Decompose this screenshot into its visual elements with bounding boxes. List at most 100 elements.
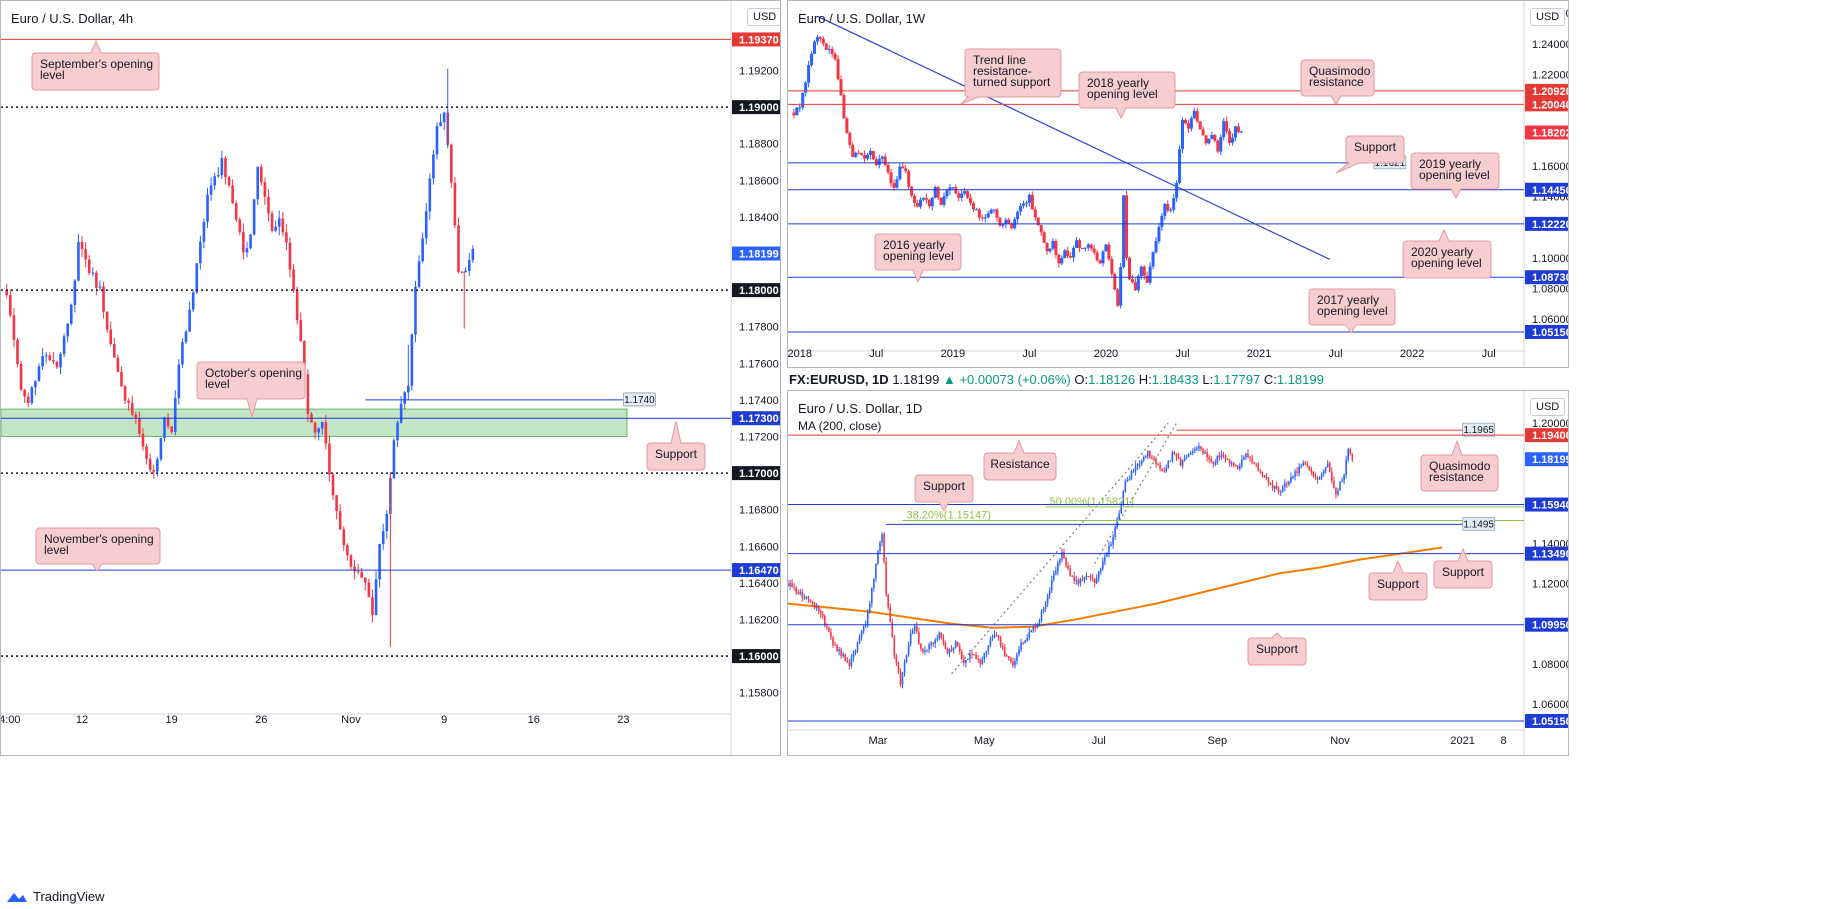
candle-body	[55, 361, 59, 368]
currency-button[interactable]: USD	[747, 8, 780, 26]
callout-box	[1420, 439, 1499, 492]
candle-body	[1073, 576, 1076, 581]
candle-body	[1267, 477, 1270, 483]
candle-body	[954, 641, 957, 648]
chart-panel-4h[interactable]: 1.19200 1.18800 1.18600 1.18400 1.17800 1.176…	[0, 0, 781, 756]
candle-body	[798, 107, 802, 109]
currency-button[interactable]: USD	[1530, 398, 1566, 416]
candle-body	[1122, 195, 1126, 268]
candle-body	[1312, 471, 1315, 477]
candle-body	[858, 636, 861, 643]
chart-panel-1d[interactable]: 1.200001.160001.140001.120001.080001.060…	[787, 390, 1569, 756]
candle-body	[1236, 465, 1239, 469]
time-tick-label: 8	[1500, 735, 1506, 747]
price-label-box	[1525, 97, 1568, 112]
candle-body	[295, 290, 299, 321]
candle-body	[1167, 461, 1170, 468]
candle-body	[936, 187, 940, 198]
candle-body	[944, 642, 947, 649]
candle-body	[403, 392, 407, 404]
candle-body	[1142, 266, 1146, 276]
callout-text: opening level	[1087, 87, 1158, 101]
candle-body	[1063, 250, 1067, 259]
candle-body	[1116, 519, 1118, 528]
candle-body	[1022, 203, 1026, 206]
candle-body	[234, 203, 238, 220]
candle-body	[821, 614, 824, 617]
candle-body	[877, 158, 881, 165]
candle-body	[969, 653, 971, 659]
chart-1w-canvas[interactable]: 1.260001.240001.220001.200001.160001.140…	[788, 1, 1569, 368]
candle-body	[965, 659, 967, 664]
candle-body	[1051, 240, 1055, 249]
tradingview-brand[interactable]: TradingView	[6, 889, 105, 904]
callout-text: opening level	[883, 249, 954, 263]
candle-body	[1253, 462, 1255, 464]
candle-body	[793, 587, 795, 589]
candle-body	[450, 144, 453, 183]
candle-body	[453, 182, 457, 226]
candle-body	[839, 79, 843, 96]
candle-body	[1255, 463, 1257, 465]
price-label-box	[732, 649, 780, 664]
candle-body	[1298, 466, 1300, 474]
price-label: 1.18202	[1532, 127, 1569, 139]
candle-body	[1075, 580, 1078, 582]
price-label-box	[1525, 428, 1568, 443]
candle-body	[864, 624, 867, 627]
ma-200-line	[788, 546, 1443, 629]
candle-body	[245, 248, 249, 253]
candle-body	[1122, 491, 1125, 505]
candle-body	[407, 385, 410, 393]
chart-4h-canvas[interactable]: 1.19200 1.18800 1.18600 1.18400 1.17800 1.176…	[1, 1, 781, 756]
candle-body	[883, 534, 885, 562]
price-label-box	[732, 283, 780, 298]
candle-body	[1339, 481, 1341, 491]
candle-body	[1128, 257, 1132, 280]
channel-line	[1094, 422, 1177, 564]
chart-title: Euro / U.S. Dollar, 4h	[11, 11, 134, 26]
candle-body	[1083, 247, 1087, 249]
candle-body	[1112, 536, 1114, 545]
time-tick-label: 2021	[1450, 735, 1474, 747]
candle-body	[967, 658, 969, 660]
currency-button[interactable]: USD	[1530, 8, 1566, 26]
time-tick-label: 2020	[1094, 348, 1118, 360]
candle-body	[360, 572, 363, 578]
price-label: 1.19400	[1532, 430, 1569, 442]
candle-body	[973, 654, 975, 656]
candle-body	[1308, 466, 1311, 470]
candle-body	[1066, 250, 1070, 257]
candle-body	[1154, 241, 1158, 253]
candle-body	[983, 217, 987, 219]
price-label-box	[732, 411, 780, 426]
candle-body	[813, 603, 816, 609]
candle-body	[220, 158, 224, 176]
candle-body	[977, 658, 979, 660]
candle-body	[281, 218, 285, 233]
chart-title: Euro / U.S. Dollar, 1W	[798, 11, 926, 26]
chart-1d-canvas[interactable]: 1.200001.160001.140001.120001.080001.060…	[788, 391, 1569, 756]
chart-panel-1w[interactable]: 1.260001.240001.220001.200001.160001.140…	[787, 0, 1569, 368]
candle-body	[907, 171, 911, 187]
candle-body	[1032, 626, 1035, 631]
candle-body	[924, 198, 928, 200]
callout-text: opening level	[1411, 256, 1482, 270]
candle-body	[23, 389, 26, 397]
candle-body	[920, 643, 922, 649]
callout-text: 2019 yearly	[1419, 157, 1481, 171]
candle-body	[1279, 491, 1282, 493]
open-value: 1.18126	[1088, 372, 1136, 387]
candle-body	[860, 153, 864, 155]
candle-body	[999, 637, 1002, 646]
candle-body	[202, 221, 206, 242]
price-tick-label: 1.17400	[739, 395, 779, 407]
candle-body	[913, 195, 917, 204]
candle-body	[141, 433, 145, 447]
price-label: 1.20040	[1532, 99, 1569, 111]
candle-body	[871, 150, 875, 160]
candle-body	[1302, 462, 1304, 466]
open-label: O:	[1074, 372, 1089, 387]
candle-body	[1171, 452, 1174, 461]
